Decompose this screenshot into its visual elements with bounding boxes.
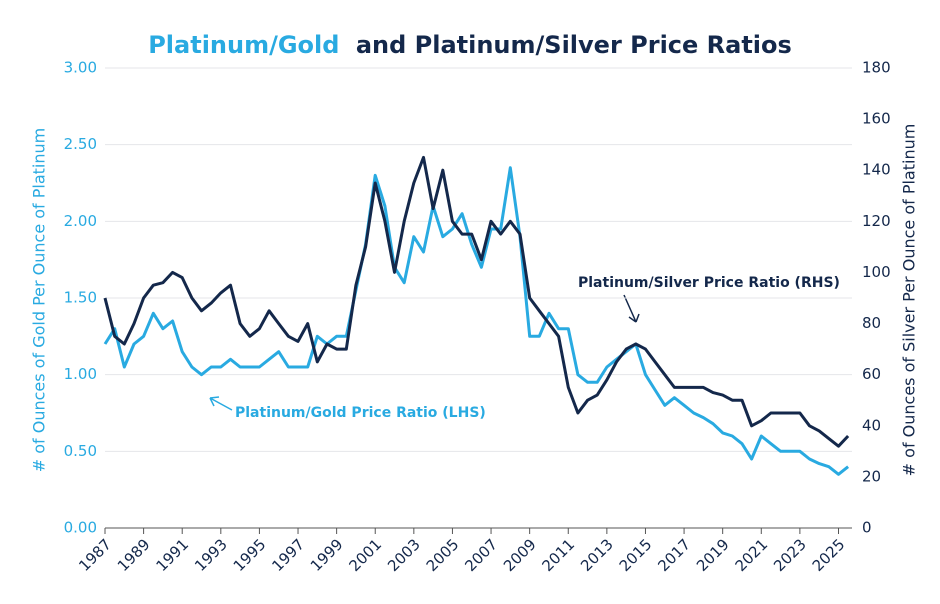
x-tick-label: 1993 (191, 535, 231, 575)
x-tick-label: 2011 (539, 535, 579, 575)
x-tick-label: 2003 (384, 535, 424, 575)
x-tick-label: 2015 (616, 535, 656, 575)
y2-tick-label: 180 (862, 59, 891, 77)
y2-tick-label: 160 (862, 110, 891, 128)
series-line (103, 155, 850, 448)
x-tick-label: 1997 (268, 535, 308, 575)
x-tick-label: 2001 (346, 535, 386, 575)
x-tick-label: 1987 (75, 535, 115, 575)
series-annotation: Platinum/Silver Price Ratio (RHS) (578, 275, 840, 291)
x-tick-label: 2023 (770, 535, 810, 575)
y2-tick-label: 100 (862, 263, 891, 281)
annotation-arrow (623, 294, 640, 323)
x-tick-label: 2017 (654, 535, 694, 575)
x-tick-label: 1989 (114, 535, 154, 575)
y-tick-label: 0.50 (64, 442, 97, 460)
x-tick-label: 2013 (577, 535, 617, 575)
y2-tick-label: 60 (862, 365, 881, 383)
y2-tick-label: 140 (862, 161, 891, 179)
y2-axis-title: # of Ounces of Silver Per Ounce of Plati… (900, 124, 919, 477)
x-tick-label: 2007 (461, 535, 501, 575)
y2-tick-label: 80 (862, 314, 881, 332)
y-axis-title: # of Ounces of Gold Per Ounce of Platinu… (30, 128, 49, 473)
y-tick-label: 0.00 (64, 519, 97, 537)
y2-tick-label: 20 (862, 467, 881, 485)
y2-tick-label: 120 (862, 212, 891, 230)
x-tick-label: 2005 (423, 535, 463, 575)
y-tick-label: 2.00 (64, 212, 97, 230)
x-tick-label: 2009 (500, 535, 540, 575)
y2-tick-label: 40 (862, 416, 881, 434)
x-tick-label: 1995 (230, 535, 270, 575)
y-tick-label: 2.50 (64, 135, 97, 153)
x-tick-label: 2021 (732, 535, 772, 575)
x-tick-label: 1991 (152, 535, 192, 575)
series-line (103, 166, 850, 476)
title-part: and Platinum/Silver Price Ratios (356, 31, 792, 59)
y-tick-label: 1.50 (64, 289, 97, 307)
x-tick-label: 1999 (307, 535, 347, 575)
y2-tick-label: 0 (862, 519, 872, 537)
title-part: Platinum/Gold (148, 31, 339, 59)
chart-title: Platinum/Gold and Platinum/Silver Price … (148, 31, 792, 59)
y-tick-label: 1.00 (64, 365, 97, 383)
x-tick-label: 2019 (693, 535, 733, 575)
annotation-arrow (209, 396, 233, 411)
series-annotation: Platinum/Gold Price Ratio (LHS) (235, 405, 486, 421)
x-tick-label: 2025 (809, 535, 849, 575)
y-tick-label: 3.00 (64, 59, 97, 77)
